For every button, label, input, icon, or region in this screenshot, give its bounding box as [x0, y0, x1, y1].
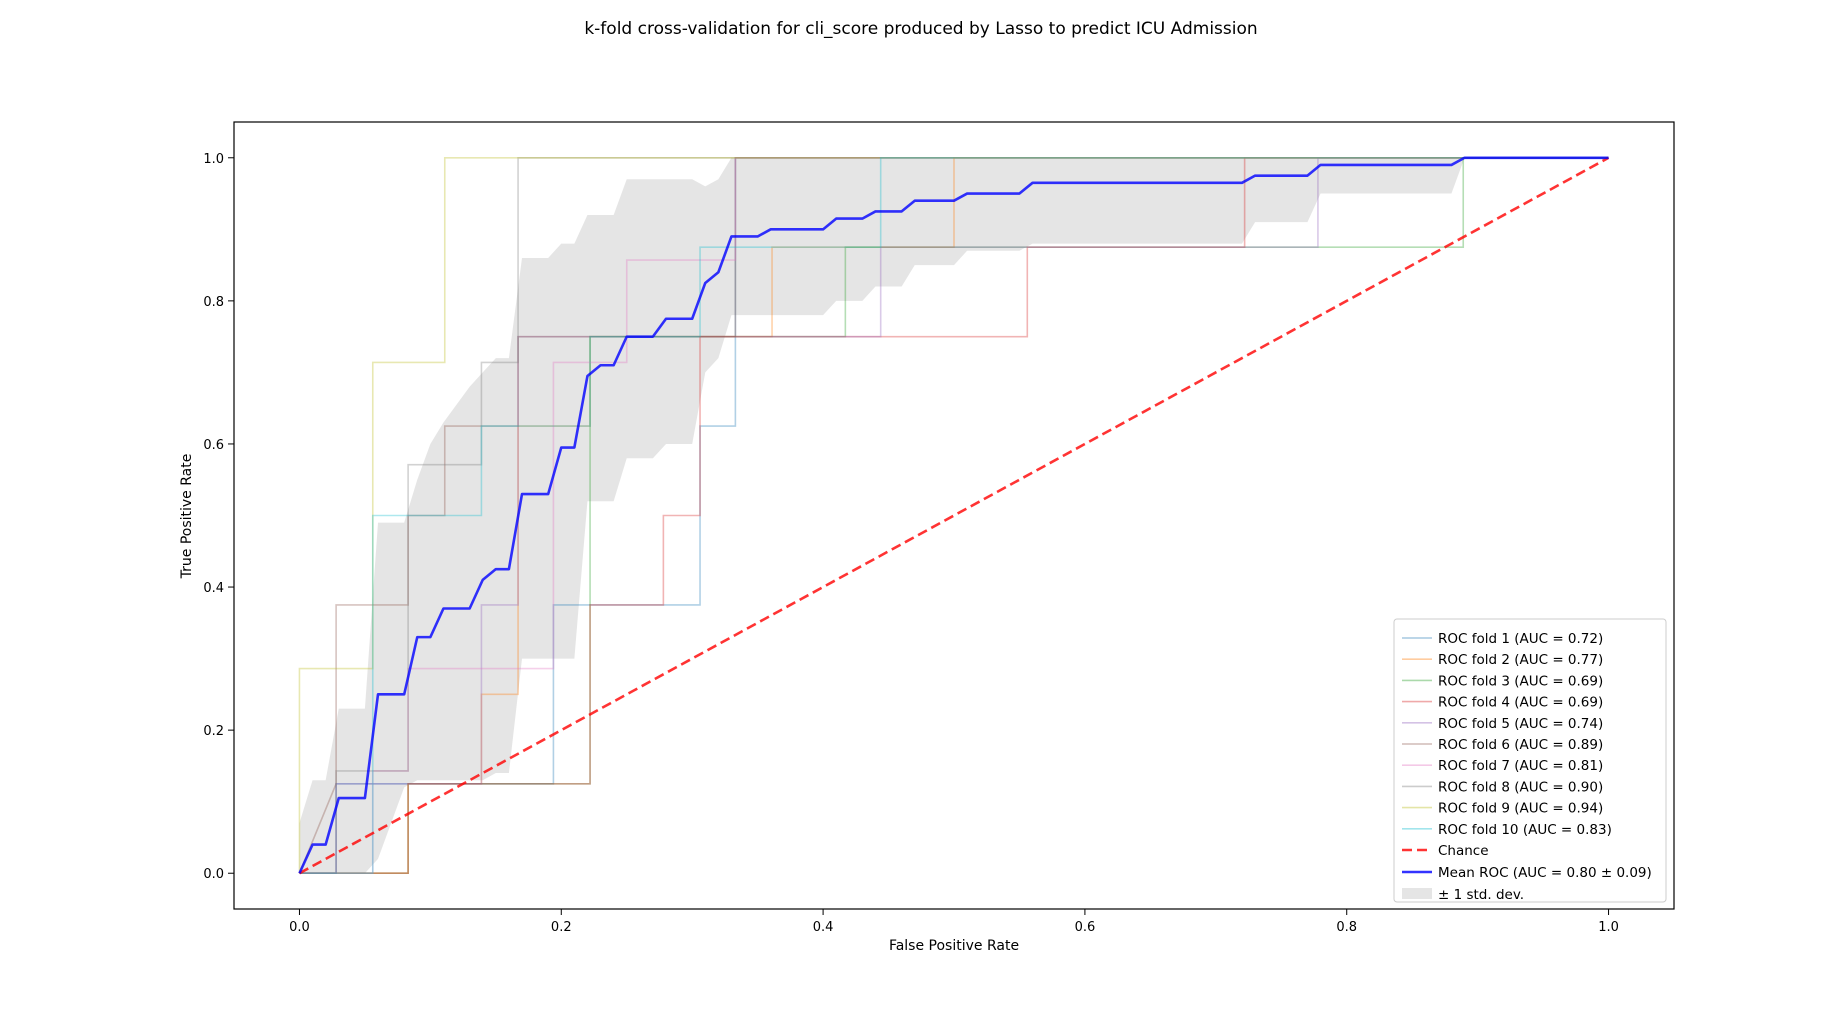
- y-tick-label: 0.8: [203, 295, 224, 310]
- x-tick-label: 0.6: [1075, 920, 1096, 935]
- y-tick-label: 0.0: [203, 867, 224, 882]
- legend-label-10: ROC fold 10 (AUC = 0.83): [1438, 822, 1612, 838]
- roc-fold-5-line: [299, 156, 1609, 875]
- x-tick-label: 0.0: [289, 920, 310, 935]
- x-tick-label: 0.4: [813, 920, 834, 935]
- y-tick-label: 1.0: [203, 152, 224, 167]
- legend: ROC fold 1 (AUC = 0.72) ROC fold 2 (AUC =…: [1393, 618, 1667, 903]
- legend-box: [1393, 618, 1667, 903]
- legend-label-9: ROC fold 9 (AUC = 0.94): [1438, 801, 1603, 817]
- plot-frame: [233, 121, 1675, 910]
- legend-label-3: ROC fold 3 (AUC = 0.69): [1438, 673, 1603, 689]
- roc-fold-2-line: [299, 156, 1609, 875]
- roc-fold-3-line: [299, 156, 1609, 875]
- roc-fold-8-line: [299, 156, 1609, 875]
- y-axis-label: True Positive Rate: [179, 454, 195, 580]
- roc-fold-7-line: [299, 156, 1609, 875]
- legend-label-11: Chance: [1438, 843, 1489, 859]
- roc-fold-10-line: [299, 156, 1609, 875]
- y-tick-label: 0.6: [203, 438, 224, 453]
- legend-label-5: ROC fold 5 (AUC = 0.74): [1438, 716, 1603, 732]
- y-tick-label: 0.2: [203, 724, 224, 739]
- x-tick-label: 1.0: [1598, 920, 1619, 935]
- x-axis-label: False Positive Rate: [889, 938, 1019, 954]
- legend-label-13: ± 1 std. dev.: [1438, 887, 1524, 903]
- legend-label-4: ROC fold 4 (AUC = 0.69): [1438, 695, 1603, 711]
- plot-area: [298, 156, 1610, 875]
- y-tick-label: 0.4: [203, 581, 224, 596]
- legend-label-7: ROC fold 7 (AUC = 0.81): [1438, 758, 1603, 774]
- roc-fold-9-line: [298, 156, 1609, 874]
- legend-label-2: ROC fold 2 (AUC = 0.77): [1438, 652, 1603, 668]
- roc-fold-4-line: [299, 156, 1609, 875]
- legend-label-12: Mean ROC (AUC = 0.80 ± 0.09): [1438, 865, 1652, 881]
- legend-swatch-std-dev: [1402, 888, 1432, 899]
- roc-fold-1-line: [299, 156, 1609, 875]
- roc-fold-6-line: [298, 156, 1609, 874]
- chance-line: [298, 156, 1610, 875]
- legend-label-8: ROC fold 8 (AUC = 0.90): [1438, 779, 1603, 795]
- legend-label-6: ROC fold 6 (AUC = 0.89): [1438, 737, 1603, 753]
- mean-roc-line: [298, 156, 1609, 874]
- x-tick-label: 0.2: [551, 920, 572, 935]
- legend-label-1: ROC fold 1 (AUC = 0.72): [1438, 631, 1603, 647]
- axis-ticks: 0.0 0.2 0.4 0.6 0.8 1.0 0.0 0.2 0.4 0.6 0.8 1.0: [203, 152, 1619, 935]
- x-tick-label: 0.8: [1336, 920, 1357, 935]
- chart-title: k-fold cross-validation for cli_score pr…: [584, 19, 1257, 39]
